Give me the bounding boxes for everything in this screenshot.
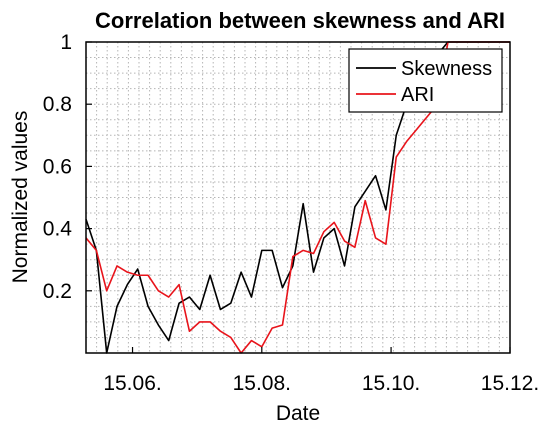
x-axis-label: Date [276, 402, 320, 425]
y-tick-label: 0.6 [43, 155, 72, 178]
x-tick-label: 15.08. [233, 372, 291, 395]
ticks: 0.2 0.4 0.6 0.8 1 15.06. 15.08. 15.10. 15.12. [43, 31, 539, 395]
x-tick-label: 15.06. [103, 372, 161, 395]
y-axis-label: Normalized values [9, 111, 32, 284]
legend-box [348, 48, 503, 113]
legend-label-skewness: Skewness [401, 58, 492, 80]
y-tick-label: 0.2 [43, 280, 72, 303]
chart-title: Correlation between skewness and ARI [95, 8, 505, 33]
legend-label-ari: ARI [401, 84, 434, 106]
plot-frame [85, 41, 511, 354]
y-tick-label: 0.8 [43, 93, 72, 116]
x-tick-label: 15.12. [481, 372, 539, 395]
y-tick-label: 0.4 [43, 218, 73, 241]
y-tick-label: 1 [60, 31, 72, 54]
legend: Skewness ARI [348, 48, 503, 113]
x-tick-label: 15.10. [362, 372, 420, 395]
